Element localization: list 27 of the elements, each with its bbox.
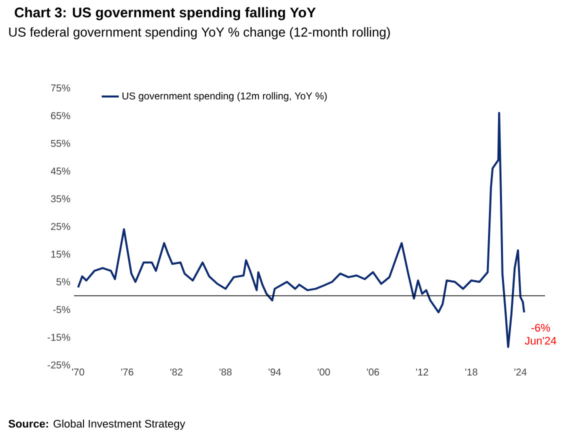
y-tick-label: -25% bbox=[48, 361, 70, 369]
x-tick-label: '82 bbox=[170, 368, 182, 376]
y-tick-label: 75% bbox=[51, 84, 70, 92]
x-tick-label: '76 bbox=[121, 368, 134, 376]
y-tick-label: 45% bbox=[50, 168, 70, 175]
line-series bbox=[77, 112, 526, 348]
x-tick-label: '06 bbox=[367, 368, 380, 376]
y-tick-label: 65% bbox=[51, 112, 70, 120]
x-tick-label: '94 bbox=[268, 368, 281, 376]
x-tick-label: '00 bbox=[318, 368, 330, 376]
x-tick-label: '24 bbox=[514, 368, 527, 376]
x-tick-label: '88 bbox=[220, 368, 232, 376]
y-tick-label: 15% bbox=[51, 250, 70, 258]
x-tick-label: '18 bbox=[465, 368, 478, 376]
chart-title: Chart 3: US government spending falling YoY bbox=[14, 7, 316, 20]
chart-subtitle: US federal government spending YoY % change (12-month rolling) bbox=[9, 27, 390, 40]
y-tick-label: -15% bbox=[48, 334, 70, 341]
text: Source: Global Investment Strategy bbox=[8, 420, 186, 430]
x-tick-label: '12 bbox=[416, 368, 428, 376]
legend-label: US government spending (12m rolling, YoY %) bbox=[122, 92, 327, 102]
y-tick-label: 55% bbox=[50, 140, 70, 147]
annotation: -6% Jun'24 bbox=[524, 324, 556, 345]
x-tick-label: '70 bbox=[72, 368, 84, 376]
y-tick-label: 5% bbox=[56, 278, 70, 286]
y-tick-label: 35% bbox=[50, 195, 70, 202]
y-tick-label: 25% bbox=[51, 222, 70, 230]
y-tick-label: -5% bbox=[53, 306, 70, 314]
